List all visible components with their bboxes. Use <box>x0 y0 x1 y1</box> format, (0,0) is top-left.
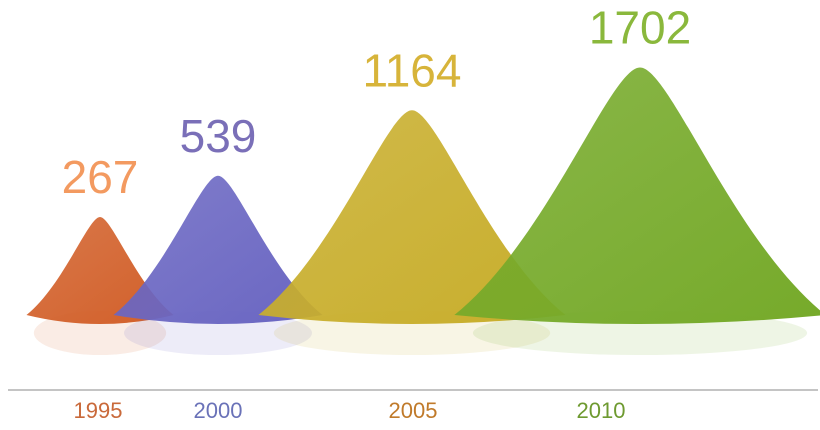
value-label: 267 <box>62 151 139 203</box>
pile <box>454 67 820 324</box>
x-tick-label: 2010 <box>577 398 626 423</box>
x-tick-label: 2005 <box>389 398 438 423</box>
x-tick-label: 2000 <box>194 398 243 423</box>
value-label: 539 <box>180 110 257 162</box>
value-label: 1702 <box>589 2 691 54</box>
pile <box>113 175 323 324</box>
pile <box>258 110 566 324</box>
x-tick-label: 1995 <box>74 398 123 423</box>
value-label: 1164 <box>363 44 462 96</box>
